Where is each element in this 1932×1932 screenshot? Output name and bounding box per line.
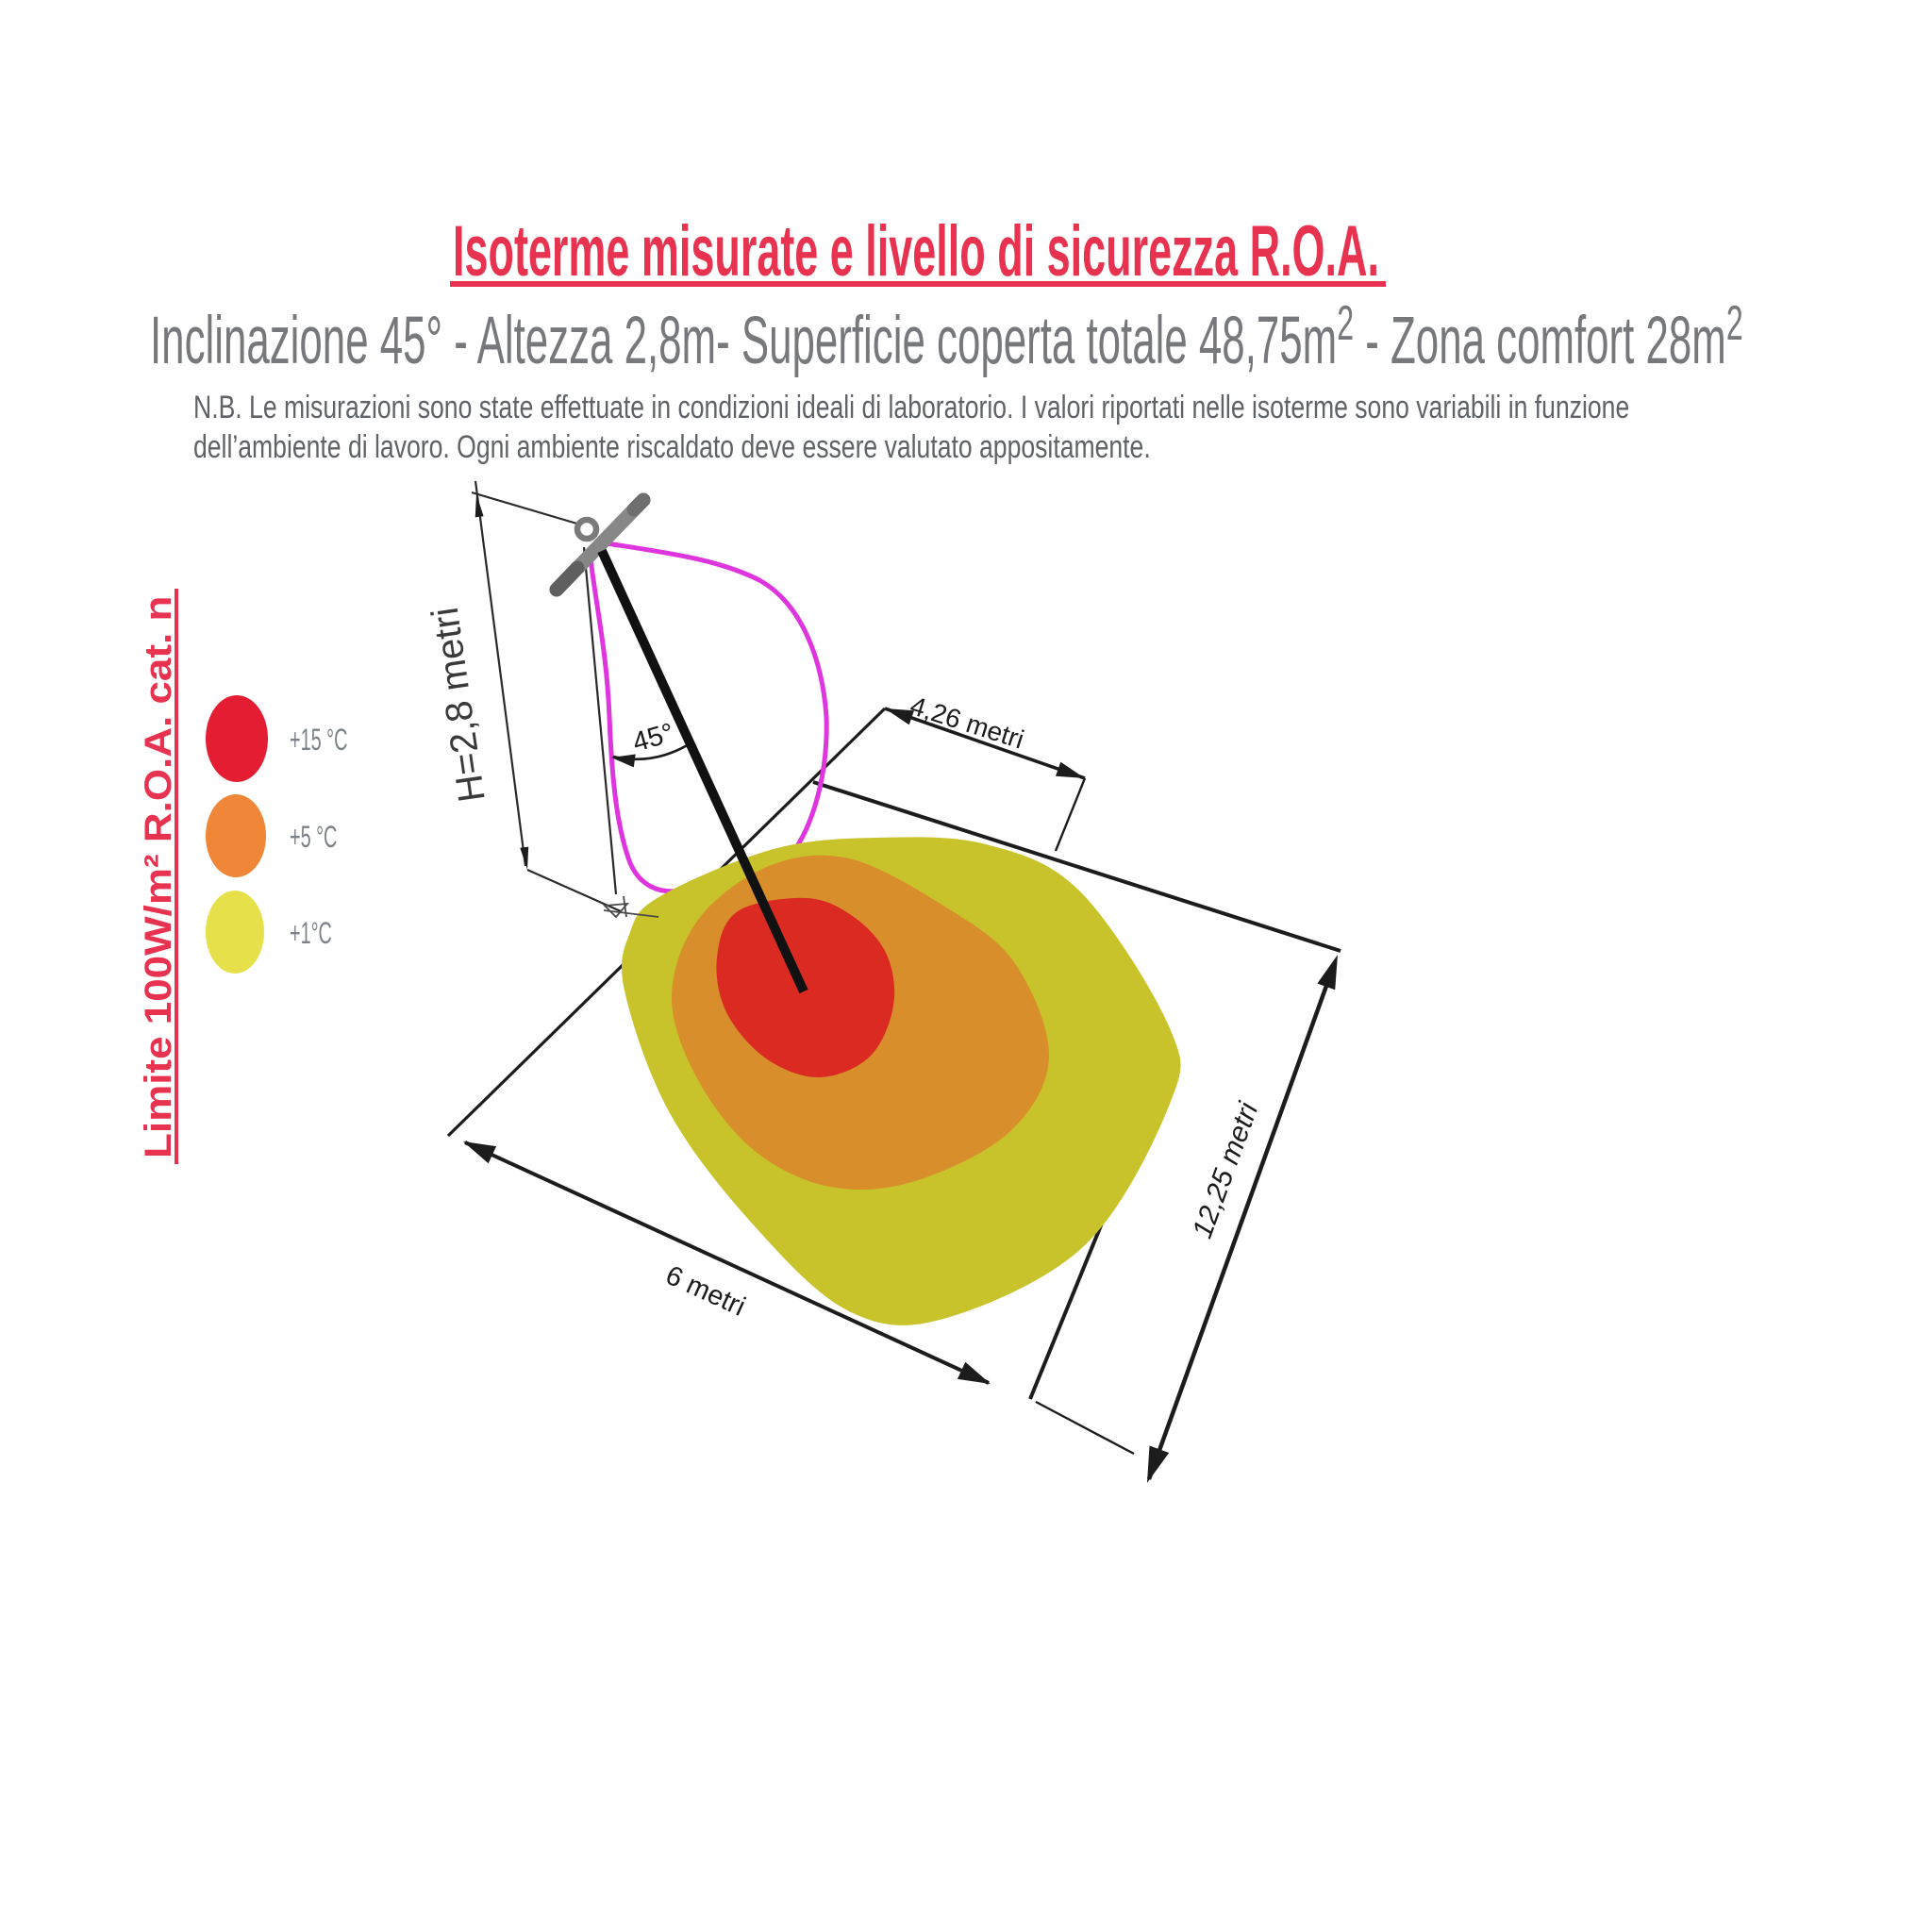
svg-text:+15 °C: +15 °C <box>290 723 347 757</box>
svg-text:Inclinazione 45° - Altezza 2,8: Inclinazione 45° - Altezza 2,8m- Superfi… <box>150 296 1743 377</box>
svg-text:N.B. Le misurazioni sono state: N.B. Le misurazioni sono state effettuat… <box>193 390 1629 425</box>
svg-text:+1°C: +1°C <box>290 916 332 950</box>
svg-text:Limite 100W/m² R.O.A. cat. n: Limite 100W/m² R.O.A. cat. n <box>137 596 179 1158</box>
svg-text:Isoterme misurate e livello di: Isoterme misurate e livello di sicurezza… <box>453 211 1379 291</box>
svg-text:dell’ambiente di lavoro. Ogni: dell’ambiente di lavoro. Ogni ambiente r… <box>193 429 1151 465</box>
svg-text:+5 °C: +5 °C <box>290 820 337 854</box>
